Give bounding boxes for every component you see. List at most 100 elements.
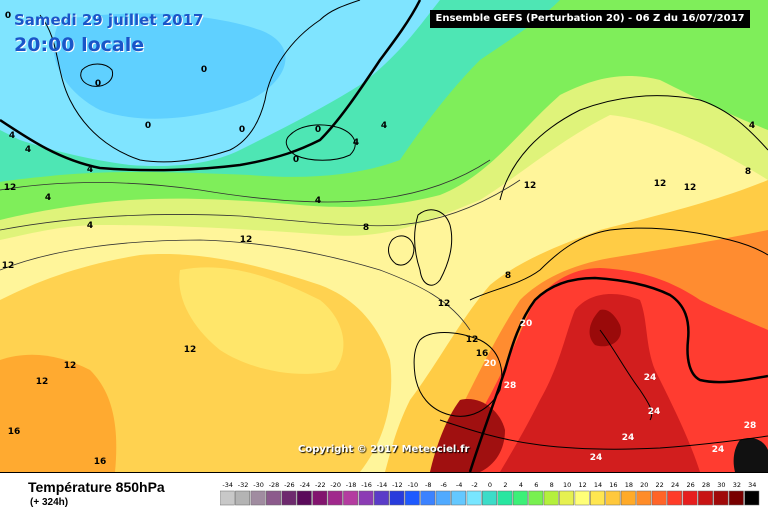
scale-label: -10 xyxy=(408,481,419,489)
scale-swatch xyxy=(543,490,559,506)
ireland-coast xyxy=(388,235,415,266)
iberia-coast xyxy=(413,332,503,417)
contour-label: 4 xyxy=(45,193,51,203)
scale-label: 8 xyxy=(550,481,554,489)
scale-label: -4 xyxy=(456,481,462,489)
scale-swatch xyxy=(250,490,266,506)
scale-label: 30 xyxy=(717,481,725,489)
temp-field-32-iberia xyxy=(430,399,505,472)
scale-label: -18 xyxy=(346,481,357,489)
contour-label: 12 xyxy=(2,261,15,271)
scale-label: -6 xyxy=(440,481,446,489)
scale-swatch xyxy=(574,490,590,506)
contour-label: 24 xyxy=(712,445,725,455)
island-small xyxy=(80,63,114,87)
scale-swatch xyxy=(559,490,575,506)
scale-label: 20 xyxy=(640,481,648,489)
scale-swatch xyxy=(220,490,235,506)
scale-label: -32 xyxy=(238,481,249,489)
scale-swatch xyxy=(512,490,528,506)
scale-swatch xyxy=(435,490,451,506)
isotherm-20 xyxy=(468,276,768,472)
contour-label: 16 xyxy=(476,349,489,359)
contour-label: 24 xyxy=(590,453,603,463)
scale-swatch xyxy=(682,490,698,506)
contour-label: 12 xyxy=(524,181,537,191)
scale-swatch xyxy=(728,490,744,506)
scale-swatch xyxy=(420,490,436,506)
contour-label: 20 xyxy=(484,359,497,369)
scale-label: -2 xyxy=(471,481,477,489)
scale-label: 16 xyxy=(609,481,617,489)
contour-label: 12 xyxy=(466,335,479,345)
contour-label: 28 xyxy=(504,381,517,391)
isotherm-4 xyxy=(0,159,491,203)
scale-swatch xyxy=(312,490,328,506)
scale-swatch xyxy=(374,490,389,506)
scale-label: 2 xyxy=(503,481,507,489)
temp-field-32-europe xyxy=(589,309,621,347)
scale-swatch xyxy=(667,490,683,506)
contour-label: 28 xyxy=(744,421,757,431)
contour-label: 24 xyxy=(648,407,661,417)
contour-label: 4 xyxy=(749,121,755,131)
isotherm-12 xyxy=(0,239,471,331)
scale-label: -8 xyxy=(425,481,431,489)
copyright-notice: Copyright © 2017 Meteociel.fr xyxy=(298,444,470,455)
contour-label: 12 xyxy=(4,183,17,193)
scale-swatch xyxy=(713,490,729,506)
contour-label: 8 xyxy=(745,167,751,177)
contour-label: 20 xyxy=(520,319,533,329)
contour-label: 12 xyxy=(438,299,451,309)
scale-label: 0 xyxy=(488,481,492,489)
legend-footer: Température 850hPa (+ 324h) -34 -32 -30 -28… xyxy=(0,472,768,512)
contour-label: 12 xyxy=(184,345,197,355)
scale-swatch xyxy=(620,490,636,506)
contour-label: 4 xyxy=(381,121,387,131)
contour-label: 0 xyxy=(145,121,151,131)
contour-label: 4 xyxy=(9,131,15,141)
contour-label: 24 xyxy=(622,433,635,443)
contour-label: 0 xyxy=(95,79,101,89)
contour-label: 4 xyxy=(315,196,321,206)
contour-label: 12 xyxy=(654,179,667,189)
scale-swatch xyxy=(389,490,405,506)
scale-swatch xyxy=(451,490,467,506)
scale-label: -34 xyxy=(222,481,233,489)
scale-swatch xyxy=(281,490,297,506)
scale-swatch xyxy=(296,490,312,506)
scale-swatch xyxy=(590,490,605,506)
isotherm-8 xyxy=(0,179,521,231)
scale-label: 26 xyxy=(686,481,694,489)
scale-swatch xyxy=(636,490,652,506)
scale-swatch xyxy=(404,490,420,506)
isotherm-0 xyxy=(0,0,422,172)
contour-label: 12 xyxy=(684,183,697,193)
temp-field-28-europe xyxy=(500,294,700,472)
scale-label: 32 xyxy=(733,481,741,489)
contour-label: 0 xyxy=(315,125,321,135)
scale-label: 4 xyxy=(519,481,523,489)
scale-label: -22 xyxy=(315,481,326,489)
scale-label: 22 xyxy=(656,481,664,489)
scale-label: -24 xyxy=(300,481,311,489)
scale-label: 12 xyxy=(578,481,586,489)
scale-label: 28 xyxy=(702,481,710,489)
contour-label: 12 xyxy=(64,361,77,371)
scale-label: -30 xyxy=(253,481,264,489)
scale-label: 34 xyxy=(748,481,756,489)
contour-label: 4 xyxy=(353,138,359,148)
italy-coast xyxy=(599,329,653,421)
model-run-info: Ensemble GEFS (Perturbation 20) - 06 Z d… xyxy=(430,10,750,28)
contour-label: 4 xyxy=(87,221,93,231)
contour-label: 0 xyxy=(5,11,11,21)
scale-swatch xyxy=(327,490,343,506)
scale-swatch xyxy=(343,490,359,506)
forecast-local-time: 20:00 locale xyxy=(14,34,145,56)
scale-label: -26 xyxy=(284,481,295,489)
temperature-color-scale: -34 -32 -30 -28 -26 -24 -22 -20 -18 -16 -14 -12 -10-… xyxy=(220,481,760,506)
scale-swatch xyxy=(466,490,482,506)
scale-swatch xyxy=(358,490,374,506)
scale-label: 14 xyxy=(594,481,602,489)
